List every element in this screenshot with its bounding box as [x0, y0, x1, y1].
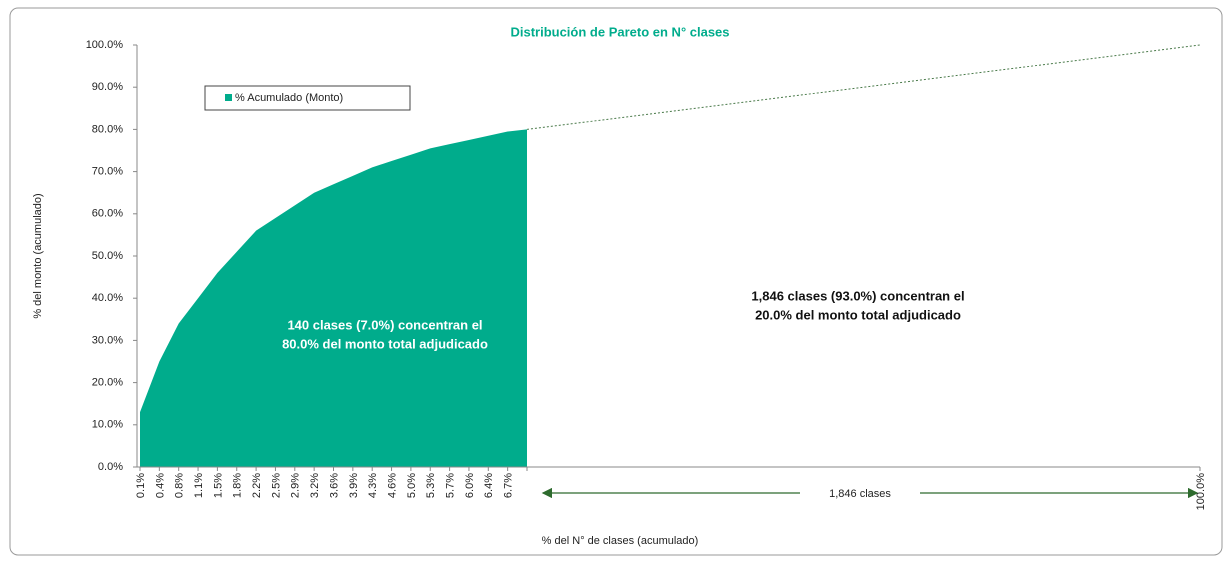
annotation: 80.0% del monto total adjudicado: [282, 336, 488, 351]
y-tick-label: 80.0%: [92, 123, 123, 135]
legend: [204, 85, 411, 111]
x-tick-label: 6.4%: [483, 473, 495, 498]
annotation: 1,846 clases (93.0%) concentran el: [751, 288, 964, 303]
chart-title: Distribución de Pareto en N° clases: [510, 24, 729, 39]
x-tick-label: 1.5%: [212, 473, 224, 498]
y-tick-label: 20.0%: [92, 377, 123, 389]
x-tick-label: 4.3%: [367, 473, 379, 498]
y-tick-label: 90.0%: [92, 81, 123, 93]
x-tick-label: 5.0%: [406, 473, 418, 498]
frame: [9, 7, 1223, 556]
y-tick-label: 40.0%: [92, 292, 123, 304]
y-tick-label: 60.0%: [92, 208, 123, 220]
x-tick-label: 3.2%: [309, 473, 321, 498]
x-tick-label: 2.5%: [270, 473, 282, 498]
y-tick-label: 10.0%: [92, 419, 123, 431]
annotation: 140 clases (7.0%) concentran el: [287, 317, 482, 332]
legend-swatch: [225, 94, 232, 101]
x-tick-label: 0.1%: [135, 473, 147, 498]
x-tick-label: 0.4%: [154, 473, 166, 498]
x-tick-label: 0.8%: [174, 473, 186, 498]
x-tick-label: 5.7%: [445, 473, 457, 498]
y-tick-label: 70.0%: [92, 166, 123, 178]
dashed-line: [526, 44, 1201, 130]
area: [140, 129, 527, 467]
x-tick-label: 1.8%: [232, 473, 244, 498]
arrow-label: 1,846 clases: [829, 488, 891, 500]
x-tick-label: 6.0%: [464, 473, 476, 498]
x-tick-label: 4.6%: [386, 473, 398, 498]
x-tick-label: 3.9%: [348, 473, 360, 498]
annotation: 20.0% del monto total adjudicado: [755, 307, 961, 322]
x-tick-label: 100.0%: [1195, 473, 1207, 511]
x-tick-label: 6.7%: [503, 473, 515, 498]
x-tick-label: 5.3%: [425, 473, 437, 498]
y-tick-label: 0.0%: [98, 461, 123, 473]
x-axis-label: % del N° de clases (acumulado): [542, 535, 699, 547]
x-tick-label: 1.1%: [193, 473, 205, 498]
y-tick-label: 100.0%: [86, 39, 124, 51]
arrow-label-bg: [800, 484, 920, 502]
y-tick-label: 30.0%: [92, 334, 123, 346]
x-tick-label: 3.6%: [328, 473, 340, 498]
x-tick-label: 2.2%: [251, 473, 263, 498]
y-axis-label: % del monto (acumulado): [32, 193, 44, 318]
legend-label: % Acumulado (Monto): [235, 92, 343, 104]
y-tick-label: 50.0%: [92, 250, 123, 262]
x-tick-label: 2.9%: [290, 473, 302, 498]
